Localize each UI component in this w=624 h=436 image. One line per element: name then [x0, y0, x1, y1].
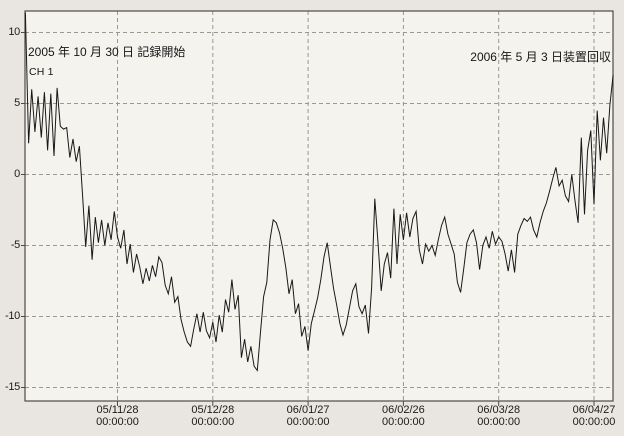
x-tick-date: 05/11/28: [96, 404, 139, 416]
x-tick-label: 05/12/28 00:00:00: [178, 404, 248, 428]
x-tick-label: 06/04/27 00:00:00: [559, 404, 624, 428]
x-tick-date: 06/04/27: [572, 404, 616, 416]
y-tick-label: 10: [8, 26, 20, 38]
channel-label: CH 1: [29, 66, 54, 78]
x-tick-label: 06/01/27 00:00:00: [273, 404, 343, 428]
x-tick-date: 06/01/27: [286, 404, 330, 416]
x-tick-date: 05/12/28: [191, 404, 235, 416]
x-tick-label: 06/03/28 00:00:00: [464, 404, 534, 428]
x-tick-time: 00:00:00: [286, 415, 330, 428]
x-tick-label: 06/02/26 00:00:00: [368, 404, 438, 428]
x-tick-time: 00:00:00: [381, 415, 425, 428]
y-tick-label: 5: [14, 97, 20, 109]
x-tick-date: 06/03/28: [477, 404, 521, 416]
x-tick-time: 00:00:00: [191, 415, 235, 428]
x-tick-date: 06/02/26: [381, 404, 425, 416]
x-tick-time: 00:00:00: [96, 415, 139, 428]
x-tick-time: 00:00:00: [572, 415, 616, 428]
x-tick-label: 05/11/28 00:00:00: [83, 404, 153, 428]
plot-area: [25, 11, 613, 401]
y-tick-label: -5: [10, 239, 20, 251]
annotation-recording-start: 2005 年 10 月 30 日 記録開始: [28, 45, 186, 59]
y-tick-label: 0: [14, 168, 20, 180]
annotation-device-recovery: 2006 年 5 月 3 日装置回収: [470, 50, 611, 64]
y-tick-label: -10: [5, 310, 20, 322]
data-trace-ch1: [24, 12, 614, 372]
y-tick-label: -15: [5, 381, 20, 393]
plot-frame: [24, 10, 614, 402]
x-tick-time: 00:00:00: [477, 415, 521, 428]
